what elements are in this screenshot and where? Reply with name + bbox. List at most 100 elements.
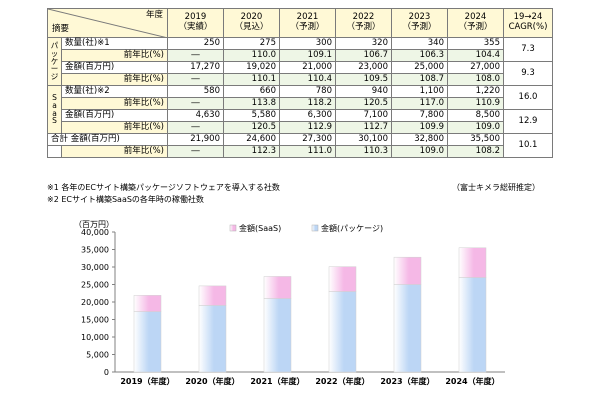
header-year-label: 2024 (464, 12, 487, 23)
group-label: SaaS (52, 92, 57, 126)
corner-diagonal (48, 9, 168, 38)
y-tick-label: 20,000 (81, 298, 109, 307)
x-tick-label: 2022（年度） (315, 376, 369, 386)
header-cagr: 19→24 CAGR(%) (503, 8, 553, 38)
yoy-cell: 110.0 (223, 49, 280, 62)
y-tick-label: 0 (104, 368, 109, 377)
y-tick-label: 35,000 (81, 246, 109, 255)
y-tick-label: 15,000 (81, 316, 109, 325)
yoy-cell: 110.4 (279, 73, 336, 86)
cagr-cell: 9.3 (503, 61, 553, 86)
bar-saas-5 (458, 247, 487, 278)
yoy-cell: ― (167, 97, 224, 110)
yoy-cell: ― (167, 73, 224, 86)
total-yoy-row: 前年比(%) ― 112.3 111.0 110.3 109.0 108.2 (47, 145, 553, 158)
yoy-cell: ― (167, 49, 224, 62)
total-yoy-cell: 109.0 (391, 145, 448, 158)
cagr-cell: 7.3 (503, 37, 553, 62)
x-tick-label: 2024（年度） (445, 376, 499, 386)
market-table-body: 年度 摘要 2019 （実績） 2020 （見込） 2021 （予測） 2022 （予測… (47, 8, 553, 158)
market-table-container: 年度 摘要 2019 （実績） 2020 （見込） 2021 （予測） 2022 （予測… (47, 8, 553, 158)
x-tick-label: 2021（年度） (250, 376, 304, 386)
cagr-cell: 16.0 (503, 85, 553, 110)
bar-package-4 (393, 284, 422, 373)
metric-label: 金額(百万円) (61, 61, 168, 74)
legend-label: 金額(パッケージ) (321, 223, 383, 233)
y-tick-label: 10,000 (81, 333, 109, 342)
corner-year-label: 年度 (145, 10, 163, 20)
footnote-1: ※1 各年のECサイト構築パッケージソフトウェアを導入する社数 (47, 183, 280, 192)
bar-package-5 (458, 277, 487, 373)
header-note-label: （予測） (402, 22, 437, 32)
yoy-label: 前年比(%) (61, 145, 168, 158)
yoy-row: 前年比(%) ― 110.1 110.4 109.5 108.7 108.0 (48, 73, 553, 86)
yoy-cell: 109.9 (391, 121, 448, 134)
header-year-2020: 2020 （見込） (223, 8, 280, 38)
bar-saas-3 (328, 266, 357, 292)
yoy-cell: 109.5 (335, 73, 392, 86)
legend-swatch (311, 224, 319, 232)
table-row: SaaS 数量(社)※2 580 660 780 940 1,100 1,220 16.0 (47, 85, 553, 134)
header-note-label: （見込） (234, 22, 269, 32)
header-year-label: 2022 (352, 12, 375, 23)
header-year-label: 2023 (408, 12, 431, 23)
table-header-row: 年度 摘要 2019 （実績） 2020 （見込） 2021 （予測） 2022 （予測… (47, 8, 553, 38)
yoy-cell: 120.5 (335, 97, 392, 110)
metric-label: 金額(百万円) (61, 109, 168, 122)
yoy-cell: 118.2 (279, 97, 336, 110)
footnote-2: ※2 ECサイト構築SaaSの各年時の稼働社数 (47, 195, 204, 204)
source-note: （富士キメラ総研推定） (452, 183, 540, 192)
total-yoy-cell: 108.2 (447, 145, 504, 158)
bar-saas-4 (393, 256, 422, 285)
total-yoy-cell: 112.3 (223, 145, 280, 158)
yoy-cell: 108.0 (447, 73, 504, 86)
yoy-cell: 109.0 (447, 121, 504, 134)
group-label-cell: パッケージ (47, 37, 62, 86)
y-tick-label: 40,000 (81, 228, 109, 237)
bar-saas-0 (133, 295, 162, 312)
market-table: 年度 摘要 2019 （実績） 2020 （見込） 2021 （予測） 2022 （予測… (47, 8, 553, 158)
legend-label: 金額(SaaS) (239, 223, 281, 233)
header-year-2022: 2022 （予測） (335, 8, 392, 38)
total-row: 合計 金額(百万円) 21,900 24,600 27,300 30,100 32,800… (47, 133, 553, 158)
header-note-label: （実績） (178, 22, 213, 32)
table-row: パッケージ 数量(社)※1 250 275 300 320 340 355 7.3 (47, 37, 553, 86)
corner-diagonal-line (48, 9, 168, 38)
header-year-2024: 2024 （予測） (447, 8, 504, 38)
y-tick-label: 25,000 (81, 281, 109, 290)
bar-saas-1 (198, 285, 227, 306)
header-year-label: 2020 (240, 12, 263, 23)
metric-label: 数量(社)※1 (61, 37, 168, 50)
header-year-label: 2021 (296, 12, 319, 23)
group-label-cell: SaaS (47, 85, 62, 134)
group-label: パッケージ (50, 40, 59, 82)
bar-saas-2 (263, 276, 292, 299)
cagr-cell: 12.9 (503, 109, 553, 134)
header-note-label: （予測） (346, 22, 381, 32)
bar-package-3 (328, 291, 357, 373)
legend-swatch (229, 224, 237, 232)
x-tick-label: 2023（年度） (380, 376, 434, 386)
y-tick-label: 30,000 (81, 263, 109, 272)
total-yoy-cell: 110.3 (335, 145, 392, 158)
header-note-label: （予測） (458, 22, 493, 32)
bar-package-1 (198, 305, 227, 373)
header-note-label: （予測） (290, 22, 325, 32)
header-year-label: 2019 (184, 12, 207, 23)
total-yoy-cell: 111.0 (279, 145, 336, 158)
header-cagr-line2: CAGR(%) (508, 22, 548, 32)
bar-package-2 (263, 298, 292, 373)
yoy-cell: 110.9 (447, 97, 504, 110)
yoy-cell: ― (167, 121, 224, 134)
yoy-cell: 109.1 (279, 49, 336, 62)
corner-item-label: 摘要 (52, 24, 70, 35)
table-corner-cell: 年度 摘要 (47, 8, 168, 38)
x-tick-label: 2020（年度） (185, 376, 239, 386)
y-tick-label: 5,000 (86, 351, 109, 360)
total-cagr-cell: 10.1 (503, 133, 553, 158)
yoy-cell: 113.8 (223, 97, 280, 110)
header-cagr-line1: 19→24 (513, 12, 543, 23)
yoy-row: 前年比(%) ― 110.0 109.1 106.7 106.3 104.4 (48, 49, 553, 62)
y-axis-title: （百万円） (74, 220, 114, 229)
